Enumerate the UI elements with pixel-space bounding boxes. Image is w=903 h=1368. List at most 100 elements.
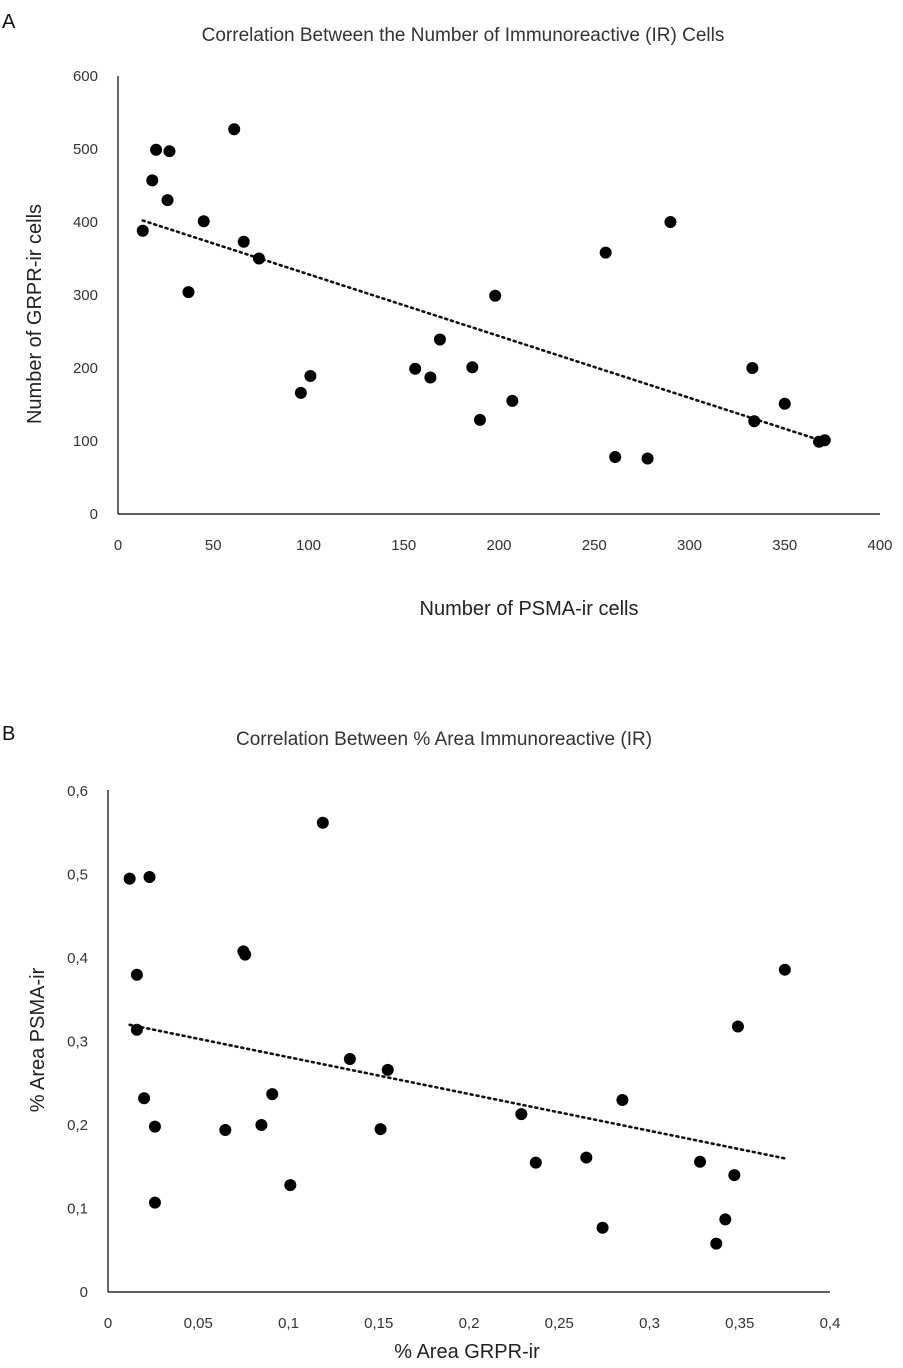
chart-a: A Correlation Between the Number of Immu… bbox=[2, 11, 893, 620]
chart-a-y-axis-label: Number of GRPR-ir cells bbox=[24, 204, 46, 424]
chart-b-data-point bbox=[284, 1179, 297, 1192]
chart-b-trendline-group bbox=[128, 1023, 787, 1160]
chart-a-y-ticks: 0 100 200 300 400 500 600 bbox=[73, 68, 98, 523]
chart-a-data-point bbox=[746, 362, 759, 374]
chart-a-data-point bbox=[252, 252, 265, 265]
chart-a-trendline bbox=[141, 219, 827, 444]
chart-b-y-tick-label: 0,5 bbox=[67, 867, 88, 884]
chart-a-data-point bbox=[599, 246, 612, 259]
chart-a-data-point bbox=[433, 333, 446, 346]
chart-a-title: Correlation Between the Number of Immuno… bbox=[202, 25, 725, 46]
chart-a-x-tick-label: 300 bbox=[677, 537, 702, 554]
chart-a-x-tick-label: 350 bbox=[772, 537, 797, 554]
chart-b-y-axis-label: % Area PSMA-ir bbox=[27, 967, 49, 1112]
chart-b-data-point bbox=[710, 1237, 723, 1250]
chart-b-data-point bbox=[719, 1213, 732, 1226]
chart-b-x-tick-label: 0,4 bbox=[820, 1315, 841, 1332]
chart-a-y-tick-label: 100 bbox=[73, 433, 98, 450]
chart-a-x-tick-label: 50 bbox=[205, 537, 222, 554]
chart-a-data-point bbox=[609, 451, 622, 464]
chart-a-data-point bbox=[466, 361, 479, 374]
chart-a-data-point bbox=[304, 370, 317, 383]
chart-b-data-point bbox=[266, 1088, 279, 1101]
chart-a-x-tick-label: 200 bbox=[486, 537, 511, 554]
panel-b-letter: B bbox=[2, 723, 15, 745]
chart-a-y-tick-label: 0 bbox=[90, 506, 98, 523]
chart-a-data-point bbox=[146, 174, 159, 187]
chart-a-x-tick-label: 0 bbox=[114, 537, 122, 554]
chart-a-x-ticks: 0 50 100 150 200 250 300 350 400 bbox=[114, 537, 893, 554]
chart-a-data-point bbox=[506, 394, 519, 407]
chart-a-y-tick-label: 300 bbox=[73, 287, 98, 304]
chart-b-y-tick-label: 0,3 bbox=[67, 1034, 88, 1051]
chart-b-data-point bbox=[138, 1092, 151, 1105]
chart-b-y-tick-label: 0,2 bbox=[67, 1117, 88, 1134]
chart-a-x-tick-label: 100 bbox=[296, 537, 321, 554]
chart-a-x-tick-label: 250 bbox=[582, 537, 607, 554]
chart-b-y-tick-label: 0,6 bbox=[67, 783, 88, 800]
chart-a-data-point bbox=[237, 235, 250, 248]
chart-a-data-point bbox=[136, 224, 149, 237]
chart-b-data-point bbox=[148, 1196, 161, 1209]
chart-a-data-point bbox=[150, 143, 163, 156]
chart-b-x-axis-label: % Area GRPR-ir bbox=[394, 1341, 540, 1363]
chart-a-y-tick-label: 200 bbox=[73, 360, 98, 377]
chart-b-x-ticks: 0 0,05 0,1 0,15 0,2 0,25 0,3 0,35 0,4 bbox=[104, 1315, 841, 1332]
chart-a-data-point bbox=[409, 362, 422, 375]
chart-a-data-point bbox=[182, 286, 195, 299]
chart-b-x-tick-label: 0,3 bbox=[639, 1315, 660, 1332]
chart-b-x-tick-label: 0,35 bbox=[725, 1315, 754, 1332]
chart-b-x-tick-label: 0,2 bbox=[459, 1315, 480, 1332]
chart-b-x-tick-label: 0,25 bbox=[545, 1315, 574, 1332]
chart-a-data-point bbox=[664, 216, 677, 228]
chart-a-y-tick-label: 600 bbox=[73, 68, 98, 85]
chart-b-y-ticks: 0 0,1 0,2 0,3 0,4 0,5 0,6 bbox=[67, 783, 88, 1301]
chart-b-x-tick-label: 0,1 bbox=[278, 1315, 299, 1332]
chart-b-data-point bbox=[343, 1053, 356, 1066]
chart-a-data-point bbox=[163, 145, 176, 158]
chart-a-trendline-group bbox=[141, 219, 827, 444]
chart-b-x-tick-label: 0,15 bbox=[364, 1315, 393, 1332]
chart-a-data-point bbox=[424, 371, 437, 384]
chart-a-data-point bbox=[161, 194, 174, 207]
chart-b-data-point bbox=[728, 1169, 741, 1182]
chart-b-trendline bbox=[128, 1023, 787, 1160]
chart-b-data-point bbox=[316, 816, 329, 829]
chart-a-points bbox=[136, 123, 831, 465]
chart-b-data-point bbox=[239, 948, 252, 961]
chart-b-data-point bbox=[130, 968, 143, 981]
chart-a-y-tick-label: 500 bbox=[73, 141, 98, 158]
chart-a-data-point bbox=[197, 215, 210, 228]
chart-b-data-point bbox=[148, 1120, 161, 1133]
chart-b-data-point bbox=[143, 871, 156, 884]
chart-a-data-point bbox=[228, 123, 241, 136]
chart-a-data-point bbox=[641, 452, 654, 465]
chart-a-data-point bbox=[294, 386, 307, 399]
chart-b-y-tick-label: 0 bbox=[80, 1284, 88, 1301]
chart-b-data-point bbox=[580, 1151, 593, 1164]
chart-b-data-point bbox=[255, 1119, 268, 1131]
chart-b-title: Correlation Between % Area Immunoreactiv… bbox=[236, 729, 652, 750]
chart-b-x-tick-label: 0,05 bbox=[184, 1315, 213, 1332]
chart-b-data-point bbox=[694, 1155, 707, 1168]
chart-a-x-tick-label: 150 bbox=[391, 537, 416, 554]
chart-b: B Correlation Between % Area Immunoreact… bbox=[2, 723, 840, 1363]
chart-a-data-point bbox=[473, 413, 486, 426]
chart-b-data-point bbox=[529, 1156, 542, 1169]
chart-b-data-point bbox=[219, 1124, 232, 1137]
chart-a-data-point bbox=[778, 397, 791, 410]
chart-b-data-point bbox=[123, 872, 136, 885]
chart-b-data-point bbox=[616, 1093, 629, 1106]
chart-a-data-point bbox=[489, 289, 502, 302]
chart-b-data-point bbox=[130, 1023, 143, 1036]
chart-b-data-point bbox=[374, 1123, 387, 1136]
chart-b-data-point bbox=[381, 1063, 394, 1076]
chart-b-data-point bbox=[515, 1108, 528, 1121]
chart-b-points bbox=[123, 816, 791, 1250]
chart-b-data-point bbox=[778, 963, 791, 976]
chart-b-y-tick-label: 0,1 bbox=[67, 1201, 88, 1218]
panel-a-letter: A bbox=[2, 11, 16, 33]
chart-b-data-point bbox=[596, 1221, 609, 1234]
chart-a-data-point bbox=[748, 415, 761, 428]
